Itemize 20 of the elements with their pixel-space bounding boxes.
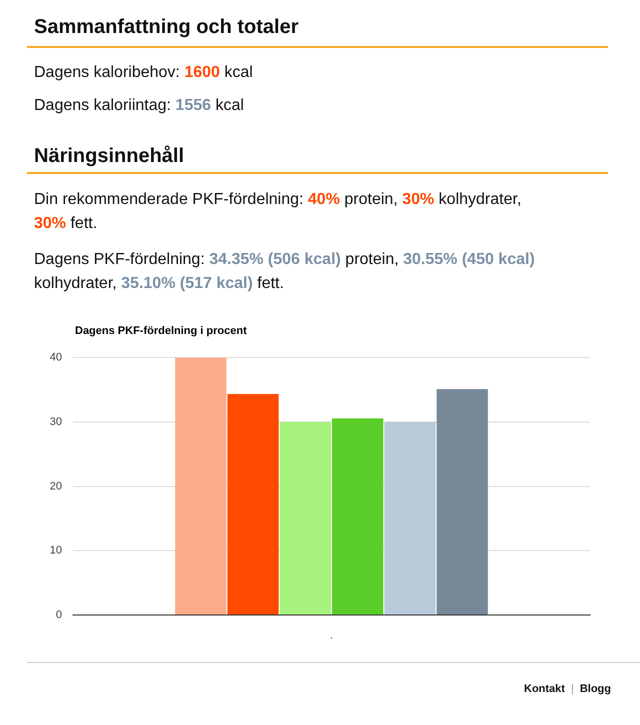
y-tick-label: 20 (50, 480, 62, 492)
y-tick-label: 10 (50, 544, 62, 557)
bar (436, 389, 488, 614)
x-tick-label: . (330, 630, 334, 642)
text: Dagens kaloribehov: 1600 kcal (34, 64, 253, 81)
y-tick-label: 0 (56, 609, 62, 622)
bar (227, 394, 279, 614)
bar (332, 418, 384, 614)
bar (175, 358, 226, 614)
text: Din rekommenderade PKF-fördelning: 40% protein, 30% kolhydrater, 30% fett. (34, 191, 522, 232)
text: Kontakt | Blogg (524, 683, 611, 695)
text: Dagens kaloriintag: 1556 kcal (34, 97, 244, 114)
text: Näringsinnehåll (34, 144, 184, 169)
bar (384, 422, 436, 614)
bar (280, 422, 331, 614)
text: Sammanfattning och totaler (34, 15, 298, 40)
y-tick-label: 30 (50, 416, 62, 428)
chart-title: Dagens PKF-fördelning i procent (75, 324, 247, 338)
y-tick-label: 40 (50, 352, 62, 364)
text: Dagens PKF-fördelning: 34.35% (506 kcal) protein, 30.55% (450 kcal) kolhydrater, 35.10% (517 kcal) fett. (34, 251, 535, 292)
